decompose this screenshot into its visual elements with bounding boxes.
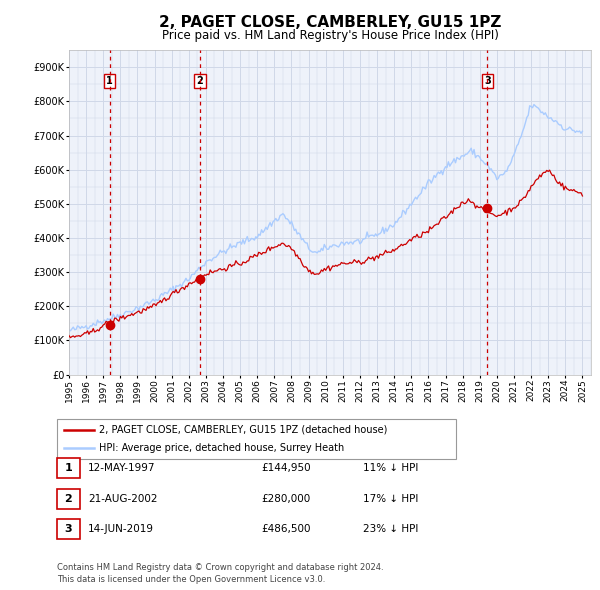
Text: 2: 2	[65, 494, 72, 503]
Text: £144,950: £144,950	[261, 463, 311, 473]
Text: 3: 3	[484, 76, 491, 86]
Text: 21-AUG-2002: 21-AUG-2002	[88, 494, 158, 503]
Text: £280,000: £280,000	[261, 494, 310, 503]
Text: HPI: Average price, detached house, Surrey Heath: HPI: Average price, detached house, Surr…	[99, 443, 344, 453]
Text: £486,500: £486,500	[261, 525, 311, 534]
Text: 23% ↓ HPI: 23% ↓ HPI	[363, 525, 418, 534]
Text: 1: 1	[65, 463, 72, 473]
Text: 2, PAGET CLOSE, CAMBERLEY, GU15 1PZ: 2, PAGET CLOSE, CAMBERLEY, GU15 1PZ	[159, 15, 501, 30]
Text: 3: 3	[65, 525, 72, 534]
Text: Contains HM Land Registry data © Crown copyright and database right 2024.: Contains HM Land Registry data © Crown c…	[57, 563, 383, 572]
Text: 11% ↓ HPI: 11% ↓ HPI	[363, 463, 418, 473]
Text: 17% ↓ HPI: 17% ↓ HPI	[363, 494, 418, 503]
Text: 2, PAGET CLOSE, CAMBERLEY, GU15 1PZ (detached house): 2, PAGET CLOSE, CAMBERLEY, GU15 1PZ (det…	[99, 425, 388, 435]
Text: 2: 2	[196, 76, 203, 86]
Text: 14-JUN-2019: 14-JUN-2019	[88, 525, 154, 534]
Text: Price paid vs. HM Land Registry's House Price Index (HPI): Price paid vs. HM Land Registry's House …	[161, 30, 499, 42]
Text: 1: 1	[106, 76, 113, 86]
Text: This data is licensed under the Open Government Licence v3.0.: This data is licensed under the Open Gov…	[57, 575, 325, 584]
Text: 12-MAY-1997: 12-MAY-1997	[88, 463, 156, 473]
